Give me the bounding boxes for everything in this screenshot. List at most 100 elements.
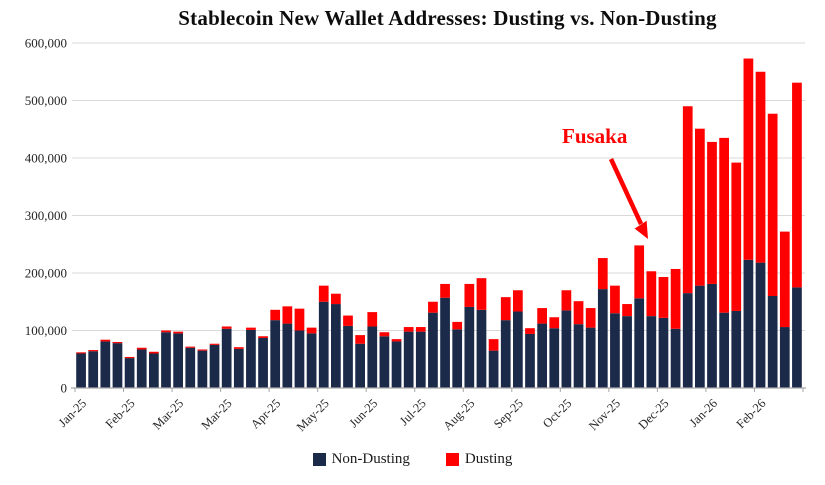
bar-segment-dusting xyxy=(513,290,523,312)
bar-segment-dusting xyxy=(731,162,742,311)
bar-segment-nondusting xyxy=(282,323,293,388)
bar-segment-nondusting xyxy=(403,331,414,388)
bar-segment-nondusting xyxy=(173,333,183,389)
bar-segment-nondusting xyxy=(646,316,657,389)
x-axis-tick-label: Apr-25 xyxy=(248,396,283,431)
x-axis-tick-label: Jun-25 xyxy=(346,396,380,430)
bar-segment-dusting xyxy=(597,258,608,290)
bar-segment-nondusting xyxy=(500,320,511,388)
fusaka-arrow-head xyxy=(634,220,648,239)
y-axis-tick-label: 100,000 xyxy=(25,323,67,338)
chart-title: Stablecoin New Wallet Addresses: Dusting… xyxy=(178,6,717,30)
bar-segment-nondusting xyxy=(112,343,123,388)
bar-segment-dusting xyxy=(246,327,256,330)
x-axis-tick-label: Dec-25 xyxy=(636,396,672,432)
bar-segment-dusting xyxy=(779,231,790,328)
chart-legend: Non-Dusting Dusting xyxy=(0,451,825,468)
x-axis-tick-label: Feb-26 xyxy=(734,396,769,431)
bar-segment-nondusting xyxy=(100,341,111,388)
bar-segment-nondusting xyxy=(610,313,620,388)
bar-segment-nondusting xyxy=(415,331,426,388)
bar-segment-nondusting xyxy=(561,310,572,389)
bar-segment-nondusting xyxy=(670,328,681,388)
bar-segment-nondusting xyxy=(695,285,705,388)
bar-segment-nondusting xyxy=(767,296,778,388)
bar-segment-dusting xyxy=(149,351,159,354)
bar-segment-nondusting xyxy=(682,293,693,389)
bar-segment-dusting xyxy=(100,339,111,342)
bar-segment-nondusting xyxy=(597,289,608,388)
x-axis-tick-label: Jan-26 xyxy=(687,396,720,429)
bar-segment-nondusting xyxy=(755,262,766,388)
bar-segment-dusting xyxy=(76,352,86,354)
bar-segment-dusting xyxy=(428,301,438,313)
bar-segment-dusting xyxy=(185,346,196,348)
y-axis-tick-label: 600,000 xyxy=(25,36,67,51)
bar-segment-nondusting xyxy=(537,323,547,388)
x-axis-tick-label: Aug-25 xyxy=(440,396,477,433)
bar-segment-dusting xyxy=(488,339,499,351)
bar-segment-dusting xyxy=(707,141,717,284)
bar-segment-dusting xyxy=(622,304,632,317)
bar-segment-dusting xyxy=(658,277,669,318)
y-axis-tick-label: 0 xyxy=(61,381,68,396)
bar-segment-nondusting xyxy=(525,333,535,388)
bar-segment-dusting xyxy=(695,128,705,286)
bar-segment-nondusting xyxy=(573,324,584,388)
bar-segment-dusting xyxy=(634,245,645,299)
bar-segment-nondusting xyxy=(440,297,450,388)
bar-segment-nondusting xyxy=(161,332,171,388)
bar-segment-nondusting xyxy=(270,320,281,388)
x-axis-tick-label: Nov-25 xyxy=(586,396,623,433)
bar-segment-dusting xyxy=(270,309,281,321)
bar-segment-dusting xyxy=(549,317,560,329)
bar-segment-nondusting xyxy=(343,325,353,388)
bar-segment-nondusting xyxy=(792,287,802,389)
bar-segment-nondusting xyxy=(452,329,463,388)
bar-segment-dusting xyxy=(343,315,353,326)
bar-segment-dusting xyxy=(452,321,463,330)
bar-segment-dusting xyxy=(124,356,135,359)
bar-segment-dusting xyxy=(173,331,183,334)
bar-segment-nondusting xyxy=(585,327,596,389)
bar-segment-dusting xyxy=(670,268,681,329)
bar-segment-nondusting xyxy=(367,326,378,388)
bar-segment-nondusting xyxy=(306,333,317,389)
bar-segment-nondusting xyxy=(622,316,632,389)
bar-segment-dusting xyxy=(331,293,341,305)
bar-segment-dusting xyxy=(440,283,450,298)
bar-segment-nondusting xyxy=(464,306,475,388)
bar-segment-dusting xyxy=(161,330,171,333)
bar-segment-nondusting xyxy=(331,304,341,388)
bar-segment-dusting xyxy=(585,308,596,328)
bar-segment-dusting xyxy=(755,71,766,263)
bar-segment-dusting xyxy=(209,343,220,345)
bar-segment-dusting xyxy=(476,278,487,310)
bar-segment-nondusting xyxy=(318,301,329,388)
bar-segment-dusting xyxy=(561,290,572,311)
bar-segment-dusting xyxy=(610,285,620,314)
x-axis-tick-label: Jan-25 xyxy=(56,396,89,429)
x-axis-tick-label: Oct-25 xyxy=(540,396,574,430)
bar-segment-nondusting xyxy=(731,310,742,388)
bar-segment-dusting xyxy=(464,283,475,307)
bar-segment-nondusting xyxy=(88,351,99,388)
bar-segment-dusting xyxy=(403,327,414,332)
bar-segment-dusting xyxy=(573,301,584,325)
legend-item-dusting: Dusting xyxy=(445,451,512,468)
bar-segment-nondusting xyxy=(634,298,645,388)
legend-label: Non-Dusting xyxy=(331,451,410,467)
x-axis-tick-label: Jul-25 xyxy=(397,396,429,428)
bar-segment-nondusting xyxy=(476,309,487,388)
bar-segment-nondusting xyxy=(209,344,220,389)
bar-segment-nondusting xyxy=(719,312,729,388)
bar-segment-dusting xyxy=(258,336,268,338)
bar-segment-nondusting xyxy=(391,341,402,388)
bar-segment-nondusting xyxy=(185,347,196,388)
x-axis-tick-label: Sep-25 xyxy=(491,396,526,431)
bar-segment-dusting xyxy=(682,106,693,294)
x-axis-tick-label: Mar-25 xyxy=(198,396,234,432)
bar-segment-dusting xyxy=(743,58,754,260)
